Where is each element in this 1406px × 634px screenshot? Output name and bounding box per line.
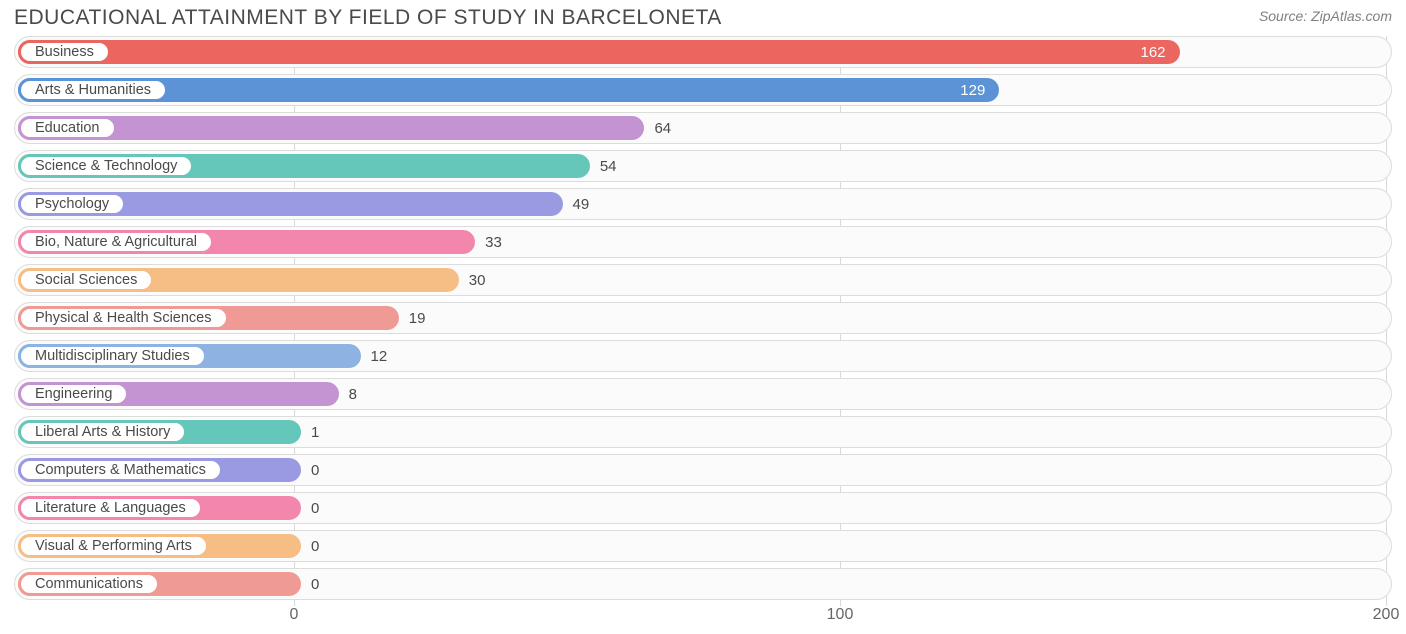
- axis-tick: 200: [1373, 606, 1400, 624]
- category-pill: Science & Technology: [18, 154, 194, 178]
- chart-title: EDUCATIONAL ATTAINMENT BY FIELD OF STUDY…: [14, 6, 722, 30]
- category-pill: Psychology: [18, 192, 126, 216]
- category-pill: Communications: [18, 572, 160, 596]
- category-pill: Literature & Languages: [18, 496, 203, 520]
- value-label: 8: [339, 379, 357, 409]
- bar-row: Social Sciences 30: [14, 264, 1392, 296]
- value-label: 12: [361, 341, 388, 371]
- bar-row: Multidisciplinary Studies 12: [14, 340, 1392, 372]
- bar-row: Engineering 8: [14, 378, 1392, 410]
- category-pill: Liberal Arts & History: [18, 420, 187, 444]
- value-label: 33: [475, 227, 502, 257]
- bar-row: Communications 0: [14, 568, 1392, 600]
- category-pill: Engineering: [18, 382, 129, 406]
- bar-row: Physical & Health Sciences 19: [14, 302, 1392, 334]
- category-pill: Bio, Nature & Agricultural: [18, 230, 214, 254]
- category-pill: Visual & Performing Arts: [18, 534, 209, 558]
- value-label: 0: [301, 569, 319, 599]
- bar-row: Liberal Arts & History 1: [14, 416, 1392, 448]
- value-label: 49: [563, 189, 590, 219]
- value-label: 0: [301, 531, 319, 561]
- bar-row: Arts & Humanities129: [14, 74, 1392, 106]
- axis-tick: 0: [290, 606, 299, 624]
- chart-source: Source: ZipAtlas.com: [1259, 6, 1392, 24]
- bar-row: Psychology 49: [14, 188, 1392, 220]
- value-label: 129: [18, 75, 999, 105]
- bar-row: Science & Technology 54: [14, 150, 1392, 182]
- value-label: 1: [301, 417, 319, 447]
- value-label: 0: [301, 493, 319, 523]
- chart-area: Business162 Arts & Humanities129 Education…: [14, 36, 1392, 600]
- value-label: 19: [399, 303, 426, 333]
- value-label: 30: [459, 265, 486, 295]
- bar-row: Bio, Nature & Agricultural 33: [14, 226, 1392, 258]
- value-label: 0: [301, 455, 319, 485]
- bar-row: Education 64: [14, 112, 1392, 144]
- category-pill: Multidisciplinary Studies: [18, 344, 207, 368]
- bar-row: Business162: [14, 36, 1392, 68]
- value-label: 54: [590, 151, 617, 181]
- axis-tick: 100: [827, 606, 854, 624]
- value-label: 64: [644, 113, 671, 143]
- category-pill: Physical & Health Sciences: [18, 306, 229, 330]
- value-label: 162: [18, 37, 1180, 67]
- x-axis: 0100200: [14, 606, 1392, 634]
- bar-row: Computers & Mathematics 0: [14, 454, 1392, 486]
- bar-row: Visual & Performing Arts 0: [14, 530, 1392, 562]
- category-pill: Education: [18, 116, 117, 140]
- category-pill: Social Sciences: [18, 268, 154, 292]
- chart-header: EDUCATIONAL ATTAINMENT BY FIELD OF STUDY…: [0, 0, 1406, 32]
- bar-row: Literature & Languages 0: [14, 492, 1392, 524]
- category-pill: Computers & Mathematics: [18, 458, 223, 482]
